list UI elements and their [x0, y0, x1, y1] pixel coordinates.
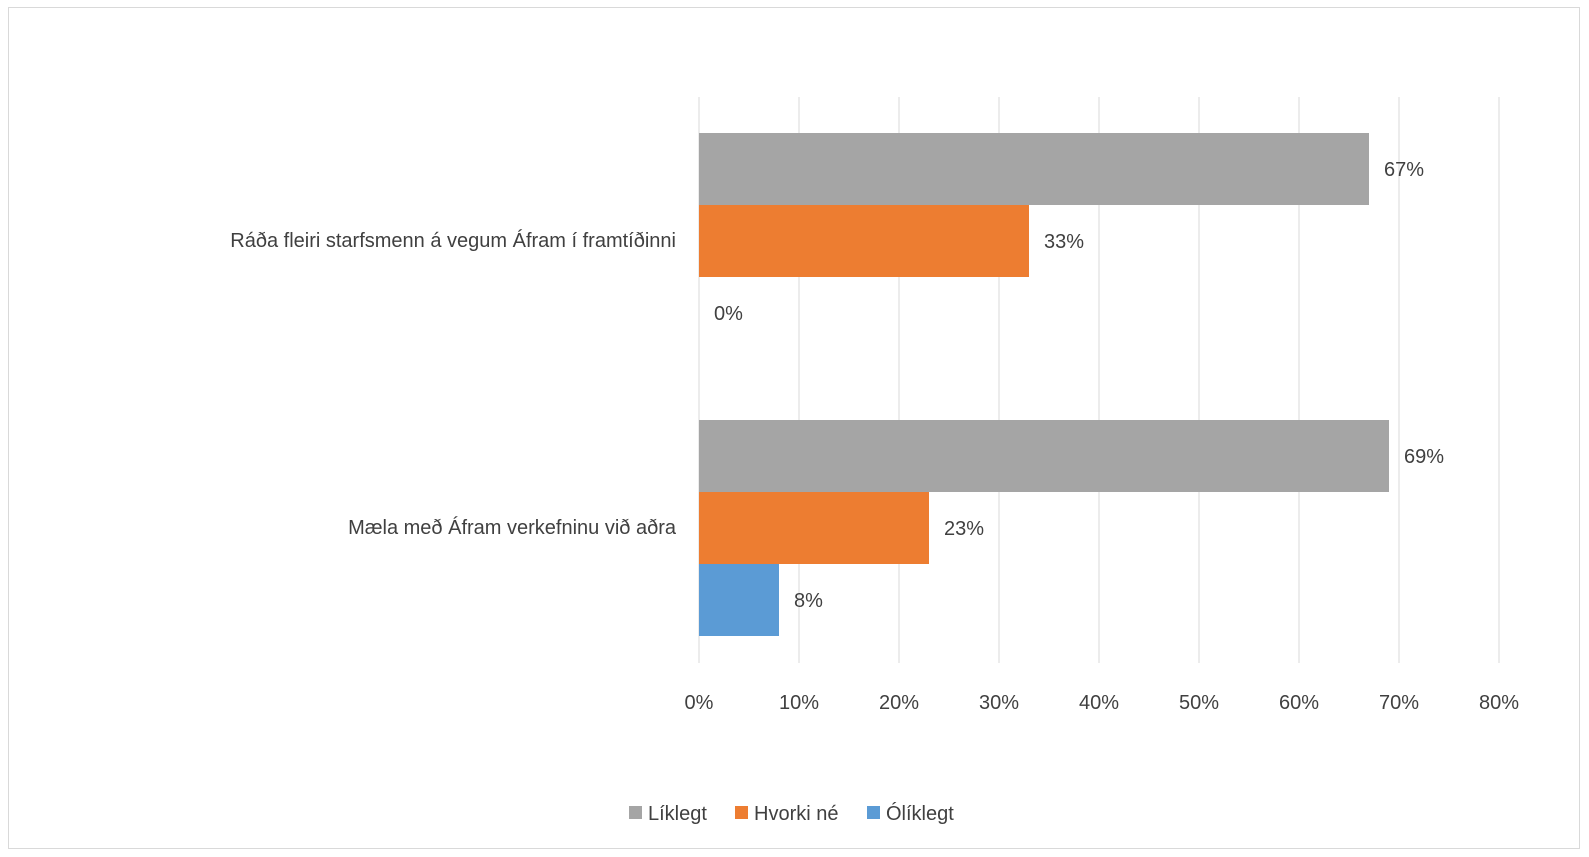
bars	[699, 133, 1389, 636]
legend-label: Hvorki né	[754, 803, 838, 825]
legend-swatch	[735, 806, 748, 819]
x-tick-label: 50%	[1179, 692, 1219, 714]
legend-swatch	[867, 806, 880, 819]
category-labels: Ráða fleiri starfsmenn á vegum Áfram í f…	[230, 229, 677, 539]
data-label: 67%	[1384, 159, 1424, 181]
bar	[699, 205, 1029, 277]
data-label: 23%	[944, 518, 984, 540]
x-tick-label: 30%	[979, 692, 1019, 714]
x-tick-label: 40%	[1079, 692, 1119, 714]
x-tick-label: 70%	[1379, 692, 1419, 714]
data-label: 33%	[1044, 231, 1084, 253]
data-labels: 67% 33% 0% 69% 23% 8%	[714, 159, 1444, 612]
x-tick-label: 0%	[685, 692, 714, 714]
x-tick-label: 60%	[1279, 692, 1319, 714]
legend: Líklegt Hvorki né Ólíklegt	[629, 802, 954, 825]
legend-label: Ólíklegt	[886, 802, 954, 825]
x-axis-tick-labels: 0% 10% 20% 30% 40% 50% 60% 70% 80%	[685, 692, 1520, 714]
category-label: Ráða fleiri starfsmenn á vegum Áfram í f…	[230, 229, 676, 252]
x-tick-label: 80%	[1479, 692, 1519, 714]
data-label: 69%	[1404, 446, 1444, 468]
legend-label: Líklegt	[648, 803, 707, 825]
bar	[699, 420, 1389, 492]
bar	[699, 133, 1369, 205]
data-label: 8%	[794, 590, 823, 612]
x-tick-label: 20%	[879, 692, 919, 714]
bar	[699, 492, 929, 564]
data-label: 0%	[714, 303, 743, 325]
legend-swatch	[629, 806, 642, 819]
bar	[699, 564, 779, 636]
x-tick-label: 10%	[779, 692, 819, 714]
category-label: Mæla með Áfram verkefninu við aðra	[348, 516, 677, 539]
